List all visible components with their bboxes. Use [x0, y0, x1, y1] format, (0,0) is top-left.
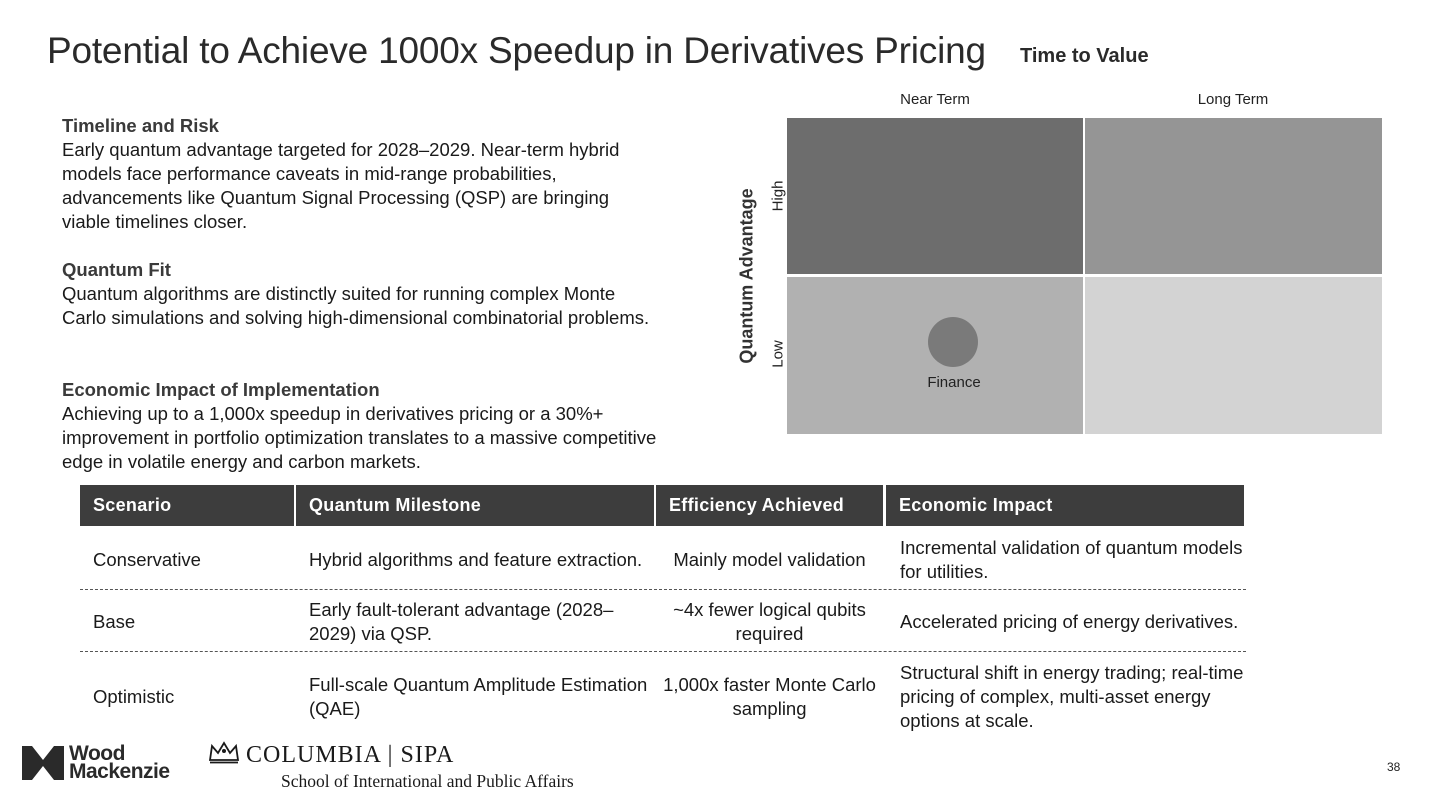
matrix-cell-low-long: [1085, 277, 1382, 434]
table-row-divider: [80, 651, 1246, 652]
table-header-efficiency: Efficiency Achieved: [656, 485, 883, 526]
section-body: Achieving up to a 1,000x speedup in deri…: [62, 403, 657, 472]
sipa-full-name: School of International and Public Affai…: [281, 771, 574, 791]
section-quantum-fit: Quantum Fit Quantum algorithms are disti…: [62, 258, 662, 330]
table-header-impact: Economic Impact: [886, 485, 1244, 526]
crown-icon: [208, 741, 240, 764]
matrix-column-long-term: Long Term: [1197, 91, 1269, 108]
table-cell: ~4x fewer logical qubits required: [673, 599, 866, 644]
table-cell: Incremental validation of quantum models…: [900, 537, 1243, 582]
table-row-divider: [80, 589, 1246, 590]
table-header-milestone: Quantum Milestone: [296, 485, 654, 526]
table-cell: Base: [93, 611, 136, 632]
slide-title: Potential to Achieve 1000x Speedup in De…: [47, 30, 986, 71]
section-heading: Economic Impact of Implementation: [62, 379, 380, 400]
columbia-sipa-logo: COLUMBIA | SIPA School of International …: [208, 740, 574, 792]
table-cell: Hybrid algorithms and feature extraction…: [309, 549, 643, 570]
table-cell: 1,000x faster Monte Carlo sampling: [663, 674, 876, 719]
table-cell: Optimistic: [93, 686, 175, 707]
section-heading: Timeline and Risk: [62, 115, 219, 136]
section-economic-impact: Economic Impact of Implementation Achiev…: [62, 378, 662, 474]
table-cell: Early fault-tolerant advantage (2028–202…: [309, 599, 614, 644]
wood-mackenzie-logo: Wood Mackenzie: [22, 742, 170, 783]
matrix-title: Time to Value: [1020, 45, 1149, 67]
matrix-cell-high-near: [787, 118, 1083, 274]
section-heading: Quantum Fit: [62, 259, 171, 280]
table-cell: Mainly model validation: [673, 549, 866, 570]
finance-bubble-label: Finance: [927, 374, 981, 391]
section-timeline: Timeline and Risk Early quantum advantag…: [62, 114, 662, 234]
matrix-cell-high-long: [1085, 118, 1382, 274]
table-cell: Accelerated pricing of energy derivative…: [900, 611, 1239, 632]
finance-bubble: [928, 317, 978, 367]
wood-mackenzie-mark-icon: [22, 746, 64, 780]
matrix-y-axis-title: Quantum Advantage: [736, 188, 757, 364]
table-cell: Full-scale Quantum Amplitude Estimation …: [309, 674, 648, 719]
table-cell: Structural shift in energy trading; real…: [900, 662, 1244, 731]
matrix-row-low: Low: [769, 340, 787, 368]
columbia-sipa-name: COLUMBIA | SIPA: [246, 742, 455, 768]
page-number: 38: [1387, 760, 1401, 774]
wood-mackenzie-wordmark: Wood Mackenzie: [69, 742, 170, 783]
section-body: Quantum algorithms are distinctly suited…: [62, 283, 650, 328]
section-body: Early quantum advantage targeted for 202…: [62, 139, 620, 232]
matrix-column-near-term: Near Term: [900, 91, 970, 108]
table-header-scenario: Scenario: [80, 485, 294, 526]
matrix-row-high: High: [769, 180, 787, 212]
table-cell: Conservative: [93, 549, 201, 570]
